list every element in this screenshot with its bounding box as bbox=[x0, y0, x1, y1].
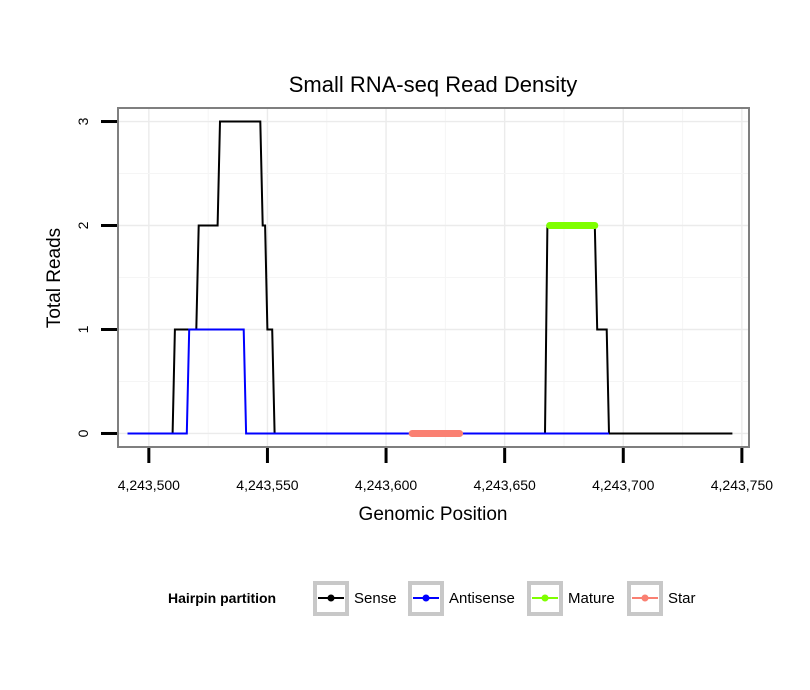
legend-item-antisense: Antisense bbox=[408, 581, 515, 616]
x-tick-label: 4,243,750 bbox=[711, 477, 773, 493]
series-lines bbox=[127, 120, 733, 437]
x-tick-label: 4,243,600 bbox=[355, 477, 417, 493]
legend: Hairpin partition Sense Antisense Mature St… bbox=[168, 581, 696, 616]
legend-key-point bbox=[641, 594, 649, 602]
legend-label: Sense bbox=[354, 590, 397, 607]
legend-item-mature: Mature bbox=[527, 581, 615, 616]
y-tick-label: 3 bbox=[75, 117, 91, 125]
series-antisense bbox=[127, 328, 609, 435]
legend-item-star: Star bbox=[627, 581, 696, 616]
legend-label: Antisense bbox=[449, 590, 515, 607]
grid-lines bbox=[118, 108, 749, 447]
legend-label: Mature bbox=[568, 590, 615, 607]
legend-title: Hairpin partition bbox=[168, 590, 276, 606]
x-axis: 4,243,500 4,243,550 4,243,600 4,243,650 4,24… bbox=[118, 448, 773, 493]
series-sense bbox=[127, 120, 733, 435]
legend-key-point bbox=[327, 594, 335, 602]
x-tick-label: 4,243,500 bbox=[118, 477, 180, 493]
x-tick-label: 4,243,700 bbox=[592, 477, 654, 493]
legend-key-point bbox=[422, 594, 430, 602]
legend-label: Star bbox=[668, 590, 696, 607]
y-axis: 0 1 2 3 bbox=[75, 117, 117, 437]
legend-key-point bbox=[541, 594, 549, 602]
x-tick-label: 4,243,550 bbox=[236, 477, 298, 493]
y-axis-title: Total Reads bbox=[44, 228, 65, 328]
legend-item-sense: Sense bbox=[313, 581, 397, 616]
y-tick-label: 0 bbox=[75, 429, 91, 437]
x-axis-title: Genomic Position bbox=[359, 504, 508, 525]
y-tick-label: 1 bbox=[75, 325, 91, 333]
plot-border bbox=[117, 107, 750, 448]
y-tick-label: 2 bbox=[75, 221, 91, 229]
chart-title: Small RNA-seq Read Density bbox=[289, 72, 578, 97]
x-tick-label: 4,243,650 bbox=[474, 477, 536, 493]
